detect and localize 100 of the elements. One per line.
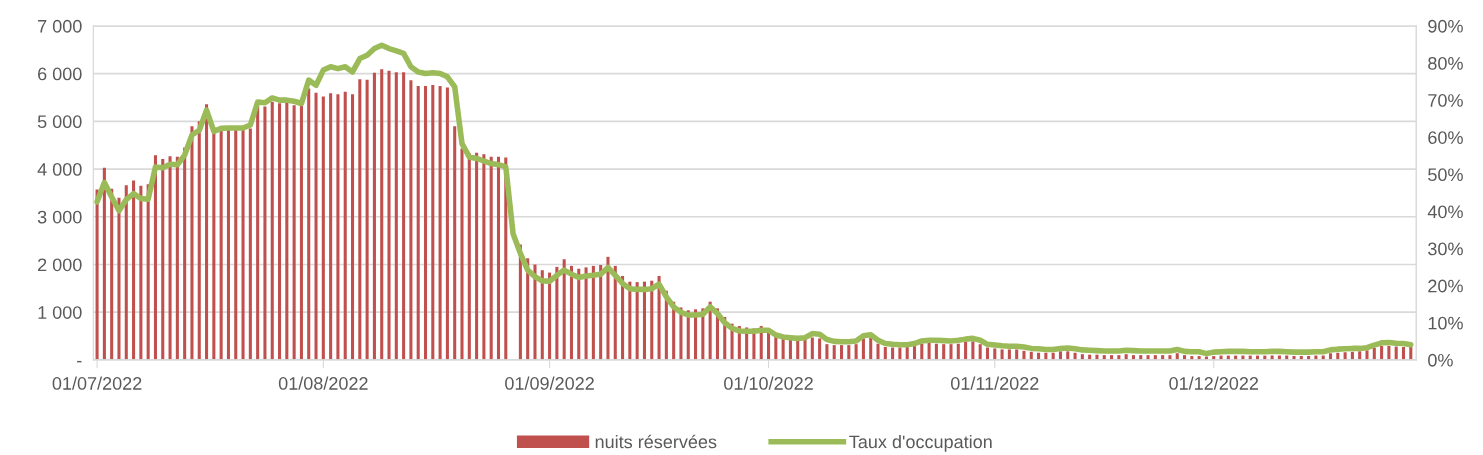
y2-tick-label: 30% — [1428, 242, 1463, 256]
bar — [343, 91, 347, 360]
bar — [934, 343, 938, 360]
bar — [226, 129, 230, 360]
bar — [350, 94, 355, 360]
bar — [839, 345, 844, 360]
bar — [854, 344, 858, 360]
y2-tick-label: 90% — [1428, 19, 1463, 33]
bar — [387, 70, 391, 360]
legend-label: nuits réservées — [595, 434, 717, 449]
bar — [1058, 351, 1062, 360]
bar — [1380, 346, 1384, 360]
bar — [445, 87, 449, 360]
x-tick-label: 01/12/2022 — [1169, 376, 1259, 390]
bar — [256, 105, 260, 360]
y-tick-label: 2 000 — [38, 258, 82, 272]
bar — [270, 101, 274, 360]
bar — [132, 180, 136, 360]
bar — [336, 94, 340, 360]
bar — [1066, 351, 1070, 360]
bar — [365, 79, 369, 360]
bar — [1365, 350, 1369, 360]
bar — [1175, 353, 1179, 360]
bar — [1022, 350, 1026, 360]
bar — [205, 104, 209, 360]
y2-tick-label: 50% — [1428, 168, 1463, 182]
bar — [847, 345, 851, 360]
bar — [1387, 346, 1391, 360]
bar — [993, 348, 997, 360]
bar — [810, 337, 814, 360]
bar — [971, 341, 975, 360]
bar — [423, 86, 428, 360]
bar — [438, 86, 442, 360]
bar — [1292, 356, 1296, 360]
bar — [920, 343, 924, 360]
bar — [1409, 347, 1413, 360]
x-tick-label: 01/10/2022 — [724, 376, 813, 390]
y-tick-label: 1 000 — [38, 306, 82, 319]
x-tick-label: 01/09/2022 — [505, 376, 594, 390]
y-tick-label: 6 000 — [38, 67, 82, 81]
bar — [241, 129, 245, 360]
bar — [803, 338, 807, 360]
bar — [263, 106, 267, 360]
bar — [1401, 347, 1406, 360]
bar — [1358, 351, 1362, 360]
bar — [161, 159, 165, 360]
x-tick-label: 01/08/2022 — [278, 376, 368, 390]
bar — [949, 344, 953, 360]
bar — [190, 126, 194, 360]
bar — [329, 93, 333, 360]
bar — [117, 197, 121, 360]
bar — [1015, 349, 1019, 360]
bar — [475, 152, 479, 360]
bar — [1328, 353, 1333, 360]
y2-tick-label: 60% — [1428, 131, 1463, 144]
bar — [358, 79, 362, 360]
bar — [183, 147, 187, 360]
bar — [314, 92, 318, 360]
bar — [139, 185, 143, 360]
bar — [584, 267, 588, 360]
bar — [197, 121, 201, 360]
bar — [869, 337, 873, 360]
bar — [606, 256, 610, 360]
bar — [818, 338, 822, 360]
bar — [1007, 349, 1011, 360]
bar — [95, 189, 99, 360]
x-tick-label: 01/11/2022 — [950, 376, 1039, 390]
bar — [394, 72, 398, 360]
bar — [876, 343, 880, 360]
y-tick-label: 5 000 — [37, 115, 82, 129]
bar — [1219, 355, 1223, 360]
y2-tick-label: 10% — [1428, 316, 1463, 330]
bar — [409, 80, 413, 360]
bar — [482, 154, 486, 360]
bar — [219, 129, 223, 360]
bar — [153, 155, 157, 360]
bar — [489, 156, 493, 360]
bar — [372, 72, 376, 360]
y-tick-label: - — [77, 360, 82, 363]
bar — [796, 340, 800, 360]
bar — [278, 103, 282, 360]
bar — [912, 346, 917, 360]
bar — [402, 72, 406, 360]
y-tick-label: 3 000 — [37, 210, 82, 224]
bar — [1000, 349, 1004, 360]
bar — [883, 347, 887, 360]
y2-tick-label: 80% — [1428, 56, 1463, 70]
legend-label: Taux d'occupation — [849, 434, 992, 452]
bar — [533, 264, 537, 360]
y-tick-label: 7 000 — [38, 19, 82, 33]
bar — [496, 156, 501, 360]
bar — [599, 264, 603, 360]
bar — [942, 344, 946, 360]
bar — [460, 148, 464, 360]
y2-tick-label: 40% — [1427, 205, 1463, 219]
bar — [248, 128, 252, 360]
bar — [453, 126, 457, 360]
x-tick-label: 01/07/2022 — [52, 376, 142, 390]
bar — [540, 270, 544, 360]
bar — [825, 344, 829, 360]
